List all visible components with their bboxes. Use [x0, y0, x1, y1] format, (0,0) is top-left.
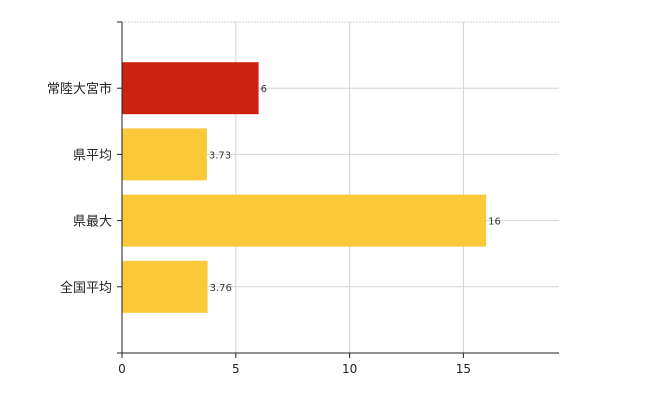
- axes: [117, 21, 559, 358]
- bar: [122, 260, 208, 313]
- x-tick-label: 0: [118, 362, 126, 376]
- bar-value-label: 3.73: [209, 150, 231, 161]
- labels: 6 常陸大宮市 3.73 県平均 16 県最大 3.76 全国平均 0 5 10 15: [47, 81, 501, 376]
- category-label: 県平均: [73, 148, 112, 163]
- bar: [122, 194, 487, 247]
- x-tick-label: 5: [232, 362, 240, 376]
- bar-value-label: 3.76: [210, 283, 232, 294]
- bar: [122, 128, 207, 181]
- bar-value-label: 16: [488, 217, 501, 228]
- category-label: 全国平均: [60, 280, 112, 296]
- bar-value-label: 6: [261, 84, 267, 95]
- bars: [122, 62, 487, 313]
- x-tick-label: 15: [456, 362, 471, 376]
- category-label: 常陸大宮市: [47, 81, 112, 97]
- category-label: 県最大: [73, 215, 112, 230]
- bar: [122, 62, 259, 115]
- x-tick-label: 10: [342, 362, 357, 376]
